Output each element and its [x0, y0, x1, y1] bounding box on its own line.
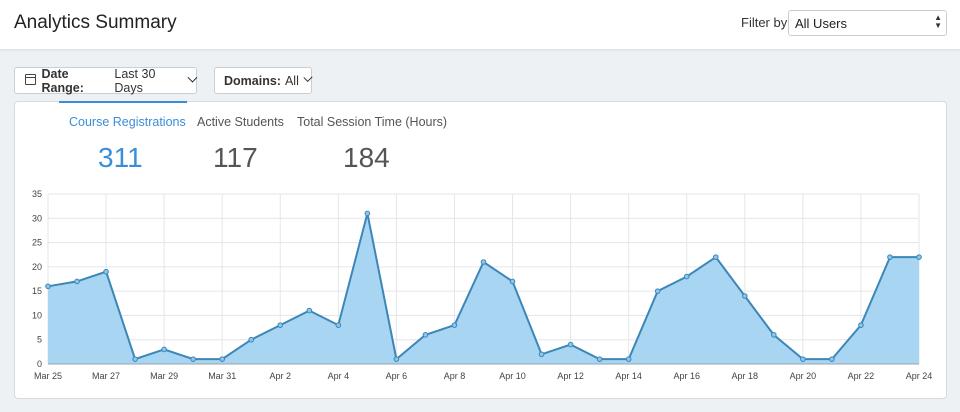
- page-title: Analytics Summary: [14, 12, 177, 33]
- data-point: [248, 336, 255, 343]
- x-tick-label: Mar 29: [150, 371, 178, 381]
- data-point: [916, 254, 922, 260]
- x-tick-label: Apr 6: [386, 371, 408, 381]
- data-point: [829, 356, 835, 362]
- data-point: [393, 356, 400, 362]
- x-tick-label: Apr 24: [906, 371, 933, 381]
- date-range-value: Last 30 Days: [114, 66, 156, 95]
- x-tick-label: Apr 14: [615, 371, 642, 381]
- y-tick-label: 30: [32, 213, 42, 223]
- data-point: [683, 273, 690, 280]
- data-point: [596, 356, 603, 362]
- x-tick-label: Apr 12: [557, 371, 584, 381]
- data-point: [567, 341, 574, 348]
- date-range-button[interactable]: Date Range: Last 30 Days: [14, 66, 198, 95]
- active-tab-indicator: [59, 101, 187, 103]
- data-point: [509, 278, 516, 285]
- area-fill: [48, 213, 919, 364]
- y-tick-label: 20: [32, 262, 42, 272]
- date-range-label: Date Range:: [41, 66, 84, 95]
- x-tick-label: Apr 4: [328, 371, 350, 381]
- data-point: [74, 278, 80, 285]
- x-tick-label: Apr 16: [673, 371, 700, 381]
- data-point: [190, 356, 196, 362]
- x-tick-label: Apr 20: [790, 371, 817, 381]
- data-point: [422, 332, 429, 338]
- x-tick-label: Mar 27: [92, 371, 120, 381]
- data-point: [45, 283, 51, 290]
- course-registrations-value: 311: [98, 142, 143, 173]
- user-filter-select[interactable]: All Users ▲ ▼: [788, 10, 947, 36]
- data-point: [277, 322, 284, 328]
- data-point: [654, 288, 661, 294]
- data-point: [364, 210, 371, 217]
- active-students-value: 117: [213, 142, 258, 173]
- y-tick-label: 35: [32, 189, 42, 199]
- tab-course-registrations[interactable]: Course Registrations: [69, 115, 186, 129]
- x-tick-label: Apr 8: [444, 371, 466, 381]
- data-point: [219, 356, 225, 362]
- data-point: [103, 268, 109, 275]
- y-tick-label: 0: [37, 359, 42, 369]
- data-point: [306, 307, 313, 314]
- total-session-time-value: 184: [343, 142, 390, 173]
- x-tick-label: Apr 2: [270, 371, 292, 381]
- y-tick-label: 15: [32, 286, 42, 296]
- x-tick-label: Apr 10: [499, 371, 526, 381]
- data-point: [625, 356, 632, 362]
- data-point: [538, 351, 545, 358]
- data-point: [771, 332, 777, 338]
- data-point: [480, 259, 487, 265]
- y-tick-label: 25: [32, 238, 42, 248]
- data-point: [451, 322, 458, 328]
- y-tick-label: 5: [37, 335, 42, 345]
- select-arrows-icon: ▲ ▼: [934, 13, 942, 30]
- calendar-icon: [24, 74, 36, 85]
- data-point: [132, 356, 138, 362]
- user-filter-value: All Users: [795, 16, 848, 31]
- x-tick-label: Apr 18: [732, 371, 759, 381]
- data-point: [161, 346, 167, 353]
- data-point: [887, 254, 893, 260]
- data-point: [335, 322, 342, 328]
- data-point: [712, 254, 719, 260]
- tab-active-students[interactable]: Active Students: [197, 115, 284, 129]
- tab-total-session-time[interactable]: Total Session Time (Hours): [297, 115, 448, 129]
- domains-label: Domains:: [224, 73, 281, 88]
- x-tick-label: Mar 25: [34, 371, 62, 381]
- y-tick-label: 10: [32, 310, 42, 320]
- domains-value: All: [284, 73, 299, 88]
- filter-label: Filter by:: [741, 15, 791, 30]
- data-point: [742, 293, 748, 299]
- data-point: [858, 322, 864, 328]
- data-point: [800, 356, 806, 362]
- x-tick-label: Mar 31: [208, 371, 236, 381]
- x-tick-label: Apr 22: [848, 371, 875, 381]
- domains-button[interactable]: Domains: All: [214, 67, 313, 94]
- top-bar: Analytics Summary Filter by: All Users ▲…: [0, 0, 960, 50]
